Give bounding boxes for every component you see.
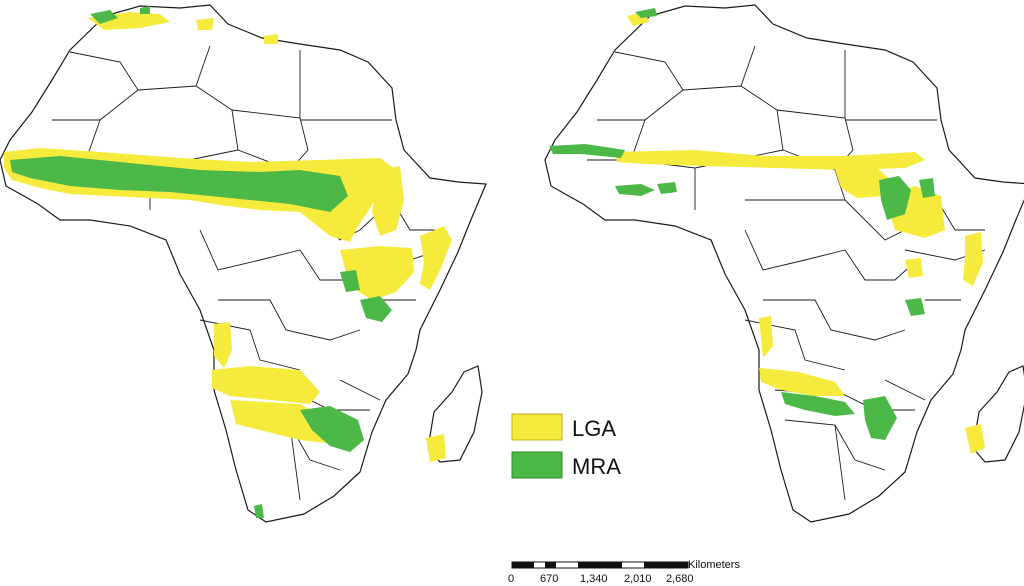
- scale-tick-4: 2,680: [666, 573, 694, 585]
- legend-swatch-mra: [511, 451, 563, 479]
- legend-label-mra: MRA: [572, 454, 621, 479]
- legend-swatch-lga: [511, 413, 563, 441]
- legend-label-lga: LGA: [572, 416, 616, 441]
- scale-bar: Kilometers 0 670 1,340 2,010 2,680: [508, 559, 740, 585]
- map-right: [544, 4, 1024, 523]
- scale-tick-3: 2,010: [624, 573, 652, 585]
- scale-tick-0: 0: [508, 573, 514, 585]
- scale-unit-label: Kilometers: [688, 559, 740, 571]
- scale-tick-1: 670: [540, 573, 558, 585]
- mra-regions-left: [10, 6, 392, 518]
- continent-outline-right: [544, 4, 1024, 523]
- mra-regions-right: [549, 8, 935, 440]
- map-left: [0, 4, 487, 523]
- scale-tick-2: 1,340: [580, 573, 608, 585]
- legend: LGA MRA: [511, 413, 621, 479]
